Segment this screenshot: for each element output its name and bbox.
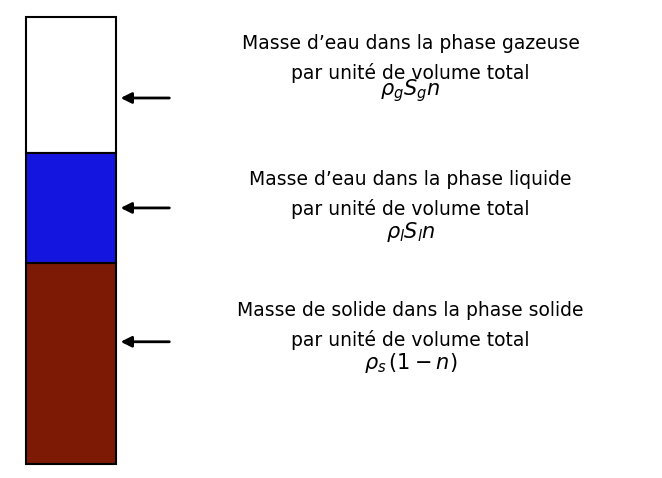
Text: Masse de solide dans la phase solide: Masse de solide dans la phase solide <box>237 301 584 320</box>
Bar <box>26 153 116 263</box>
Text: $\rho_s\,(1-n)$: $\rho_s\,(1-n)$ <box>363 351 457 375</box>
Text: par unité de volume total: par unité de volume total <box>291 63 530 83</box>
Bar <box>26 263 116 464</box>
Text: par unité de volume total: par unité de volume total <box>291 330 530 350</box>
Text: $\rho_g S_g n$: $\rho_g S_g n$ <box>381 77 440 104</box>
Text: $\rho_l S_l n$: $\rho_l S_l n$ <box>386 220 435 244</box>
Text: Masse d’eau dans la phase gazeuse: Masse d’eau dans la phase gazeuse <box>242 33 579 53</box>
Text: par unité de volume total: par unité de volume total <box>291 199 530 219</box>
Text: Masse d’eau dans la phase liquide: Masse d’eau dans la phase liquide <box>249 170 572 189</box>
Bar <box>26 17 116 153</box>
